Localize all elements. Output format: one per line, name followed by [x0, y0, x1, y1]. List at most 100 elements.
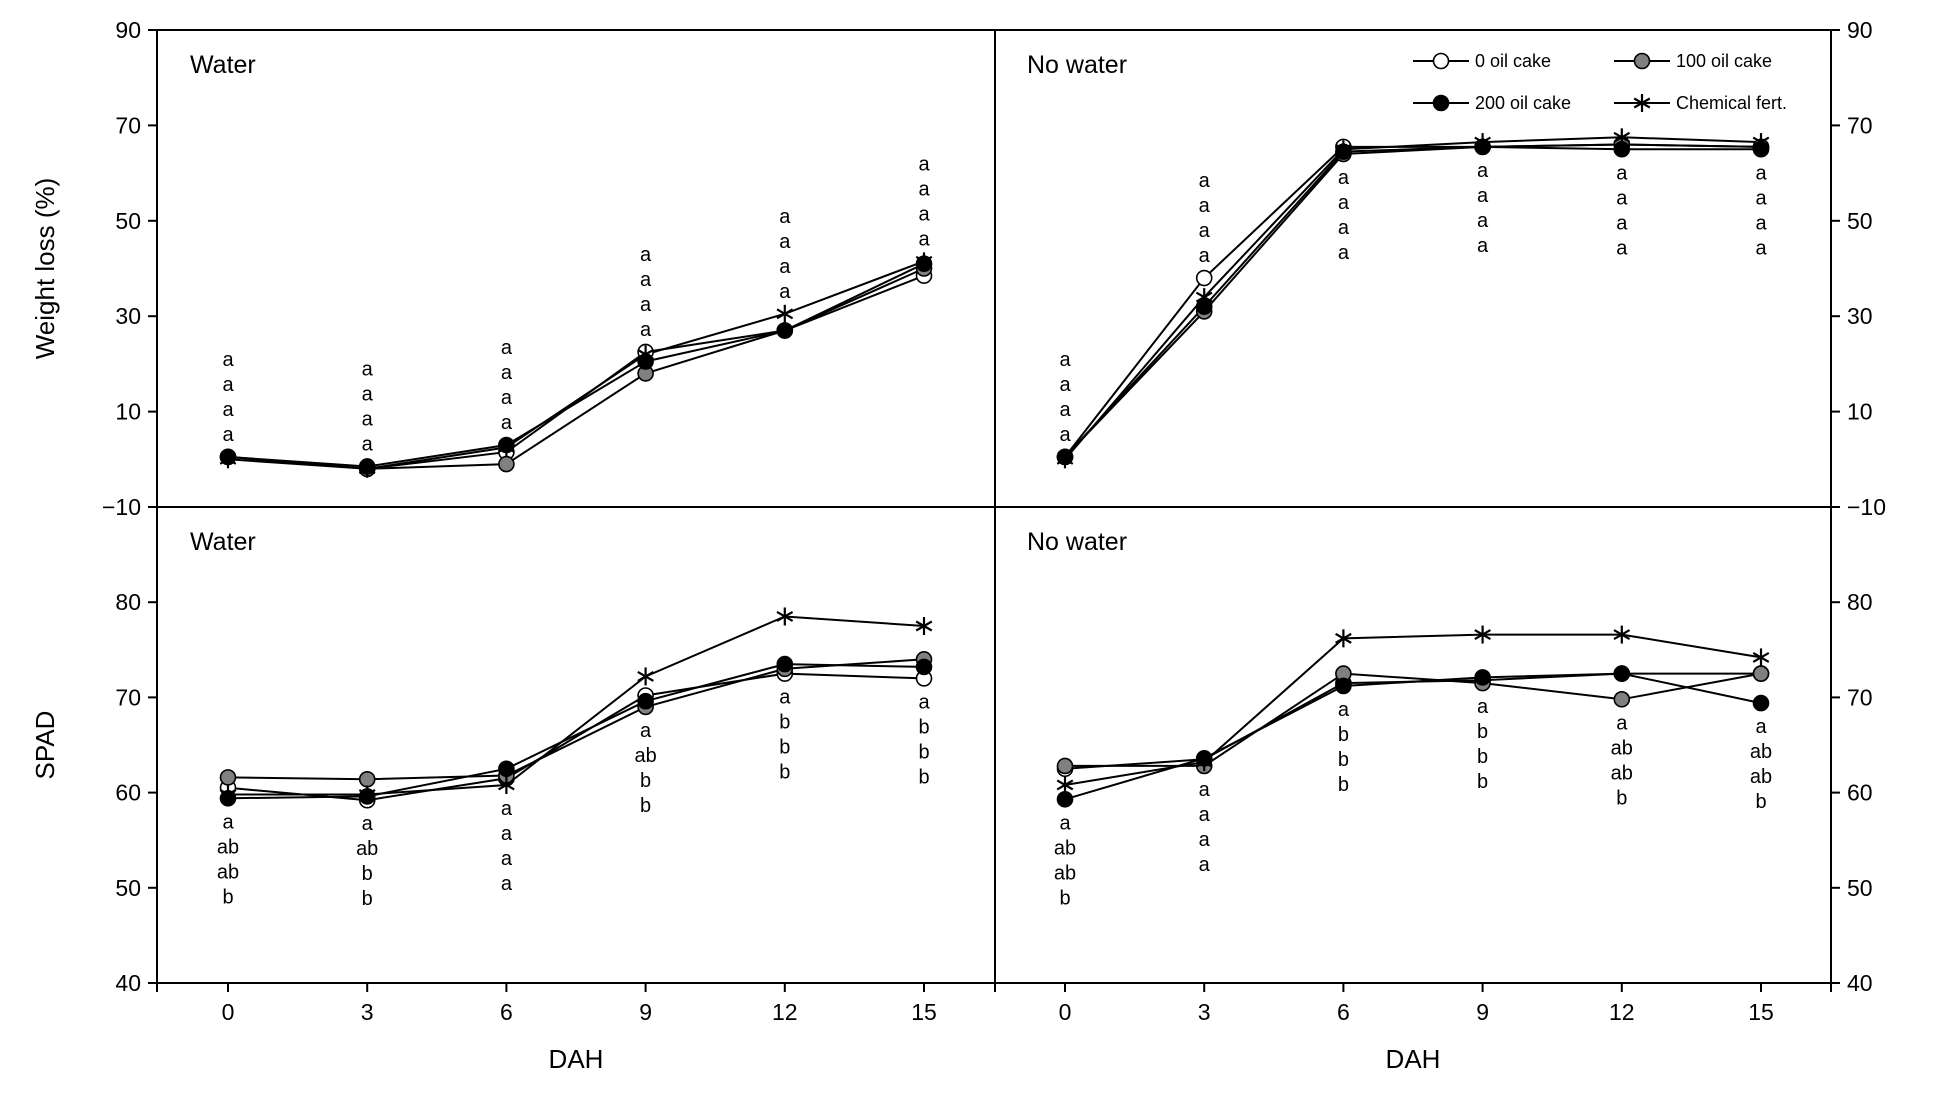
x-tick-label: 0	[1059, 999, 1072, 1025]
significance-letter: a	[1338, 699, 1350, 721]
significance-letter: a	[1199, 854, 1211, 876]
significance-letter: a	[1477, 160, 1489, 182]
data-point-200-oil-cake	[776, 322, 794, 339]
significance-letter: b	[1616, 787, 1627, 809]
significance-letter: a	[1755, 212, 1767, 234]
series-line-chemical-fert	[227, 260, 925, 470]
significance-letter: ab	[634, 745, 656, 767]
y-tick-label-left: 30	[115, 303, 141, 329]
significance-letter: b	[1477, 721, 1488, 743]
significance-letter: b	[779, 712, 790, 734]
x-tick-label: 0	[222, 999, 235, 1025]
data-point-chemical-fert	[637, 667, 654, 686]
asterisk-stroke	[915, 255, 933, 267]
significance-letter: a	[362, 383, 374, 405]
asterisk-stroke	[1633, 97, 1651, 109]
significance-letter: a	[918, 203, 930, 225]
significance-letter: a	[1616, 162, 1628, 184]
significance-letter: a	[501, 873, 513, 895]
significance-letter: a	[1477, 210, 1489, 232]
data-point-200-oil-cake	[1474, 669, 1491, 686]
asterisk-stroke	[219, 789, 237, 800]
asterisk-stroke	[1474, 629, 1491, 641]
significance-letter: a	[362, 358, 374, 380]
significance-letter: a	[779, 687, 791, 709]
asterisk-stroke	[498, 779, 515, 791]
y-tick-label-right: −10	[1847, 494, 1886, 520]
significance-letter: b	[1338, 774, 1349, 796]
significance-letter: a	[1059, 399, 1071, 421]
legend-label: 0 oil cake	[1475, 51, 1551, 71]
data-point-100-oil-cake	[219, 769, 237, 786]
series-line-0-oil-cake	[1064, 672, 1761, 770]
panel-title: No water	[1027, 528, 1127, 556]
data-point-200-oil-cake	[1335, 677, 1352, 695]
data-point-chemical-fert	[1195, 288, 1213, 307]
y-tick-label-right: 70	[1847, 112, 1873, 138]
asterisk-stroke	[358, 789, 376, 800]
y-tick-label-right: 60	[1847, 780, 1873, 806]
x-tick-label: 3	[1198, 999, 1211, 1025]
asterisk-stroke	[1056, 779, 1074, 791]
significance-letter: b	[362, 888, 373, 910]
series-line-200-oil-cake	[227, 262, 925, 468]
panel-title: Water	[190, 528, 256, 556]
significance-letter: b	[362, 863, 373, 885]
series-line-0-oil-cake	[227, 274, 925, 470]
significance-letter: b	[1338, 749, 1349, 771]
series-line-100-oil-cake	[227, 267, 925, 470]
asterisk-stroke	[637, 671, 654, 682]
significance-letter: a	[1199, 220, 1211, 242]
significance-letter: a	[1338, 192, 1350, 214]
asterisk-stroke	[637, 348, 654, 360]
data-point-chemical-fert	[358, 785, 376, 804]
significance-letter: a	[1616, 187, 1628, 209]
asterisk-stroke	[1335, 143, 1352, 155]
significance-letter: a	[1477, 235, 1489, 257]
significance-letter: a	[501, 823, 513, 845]
data-point-chemical-fert	[1474, 625, 1491, 644]
asterisk-stroke	[219, 453, 237, 465]
significance-letter: a	[222, 811, 234, 833]
y-tick-label-right: 80	[1847, 589, 1873, 615]
significance-letter: a	[779, 256, 791, 278]
data-point-legend	[1633, 52, 1651, 70]
series-line-100-oil-cake	[227, 658, 925, 781]
data-point-chemical-fert	[1056, 450, 1074, 469]
significance-letter: ab	[217, 861, 239, 883]
y-tick-label-left: 70	[115, 684, 141, 710]
data-point-chemical-fert	[219, 450, 237, 469]
data-point-legend	[1432, 94, 1450, 112]
significance-letter: ab	[1750, 741, 1772, 763]
significance-letter: b	[1477, 746, 1488, 768]
significance-letter: a	[1059, 424, 1071, 446]
asterisk-stroke	[1474, 136, 1491, 148]
asterisk-stroke	[1195, 756, 1213, 768]
x-tick-label: 15	[911, 999, 937, 1025]
significance-letter: ab	[1611, 737, 1633, 759]
y-tick-label-right: 50	[1847, 208, 1873, 234]
series-line-100-oil-cake	[1065, 672, 1762, 767]
significance-letter: ab	[1611, 762, 1633, 784]
data-point-chemical-fert	[498, 438, 515, 457]
asterisk-stroke	[358, 463, 376, 475]
data-point-chemical-fert	[1613, 625, 1631, 644]
asterisk-stroke	[1195, 291, 1213, 303]
panel-title: No water	[1027, 51, 1127, 79]
legend-label: 100 oil cake	[1676, 51, 1772, 71]
asterisk-stroke	[1613, 629, 1631, 641]
significance-letter: b	[640, 795, 651, 817]
series-line-0-oil-cake	[227, 672, 925, 802]
data-point-chemical-fert	[1195, 753, 1213, 772]
y-tick-label-left: 70	[115, 112, 141, 138]
y-axis-title: Weight loss (%)	[30, 178, 60, 360]
significance-letter: a	[918, 153, 930, 175]
significance-letter: b	[222, 886, 233, 908]
asterisk-stroke	[776, 308, 794, 320]
data-point-100-oil-cake	[498, 455, 515, 473]
significance-letter: ab	[1750, 766, 1772, 788]
data-point-200-oil-cake	[637, 692, 654, 710]
data-point-legend	[1633, 94, 1651, 112]
significance-letter: a	[640, 294, 652, 316]
